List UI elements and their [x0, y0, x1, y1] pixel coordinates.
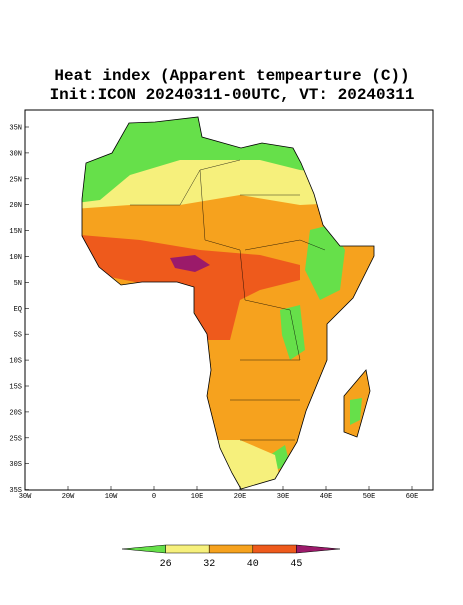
lat-label: 20N	[9, 202, 22, 210]
colorbar-segment	[296, 544, 341, 554]
colorbar-label: 32	[203, 559, 215, 570]
map-frame	[24, 109, 434, 491]
lat-label: 20S	[9, 409, 22, 417]
colorbar-label: 26	[160, 559, 172, 570]
colorbar-segment	[165, 544, 210, 554]
lon-label: 10E	[191, 493, 204, 501]
title-line1: Heat index (Apparent tempearture (C))	[54, 67, 409, 85]
colorbar-label: 45	[290, 559, 302, 570]
lake-region	[280, 305, 305, 360]
lon-label: 10W	[105, 493, 118, 501]
borders	[130, 159, 326, 441]
lat-label: 15S	[9, 384, 22, 392]
colorbar-segment	[208, 544, 254, 554]
lat-label: EQ	[14, 306, 22, 314]
highland-region	[305, 225, 345, 300]
extreme-region	[170, 255, 210, 272]
lon-label: 60E	[406, 493, 419, 501]
colorbar-segment	[252, 544, 297, 554]
lat-label: 35N	[9, 125, 22, 133]
lon-label: 30E	[277, 493, 290, 501]
lat-label: 10N	[9, 254, 22, 262]
lon-label: 20E	[234, 493, 247, 501]
lon-label: 50E	[363, 493, 376, 501]
lat-label: 25S	[9, 435, 22, 443]
colorbar-label: 40	[247, 559, 259, 570]
lon-label: 30W	[19, 493, 32, 501]
title-line2: Init:ICON 20240311-00UTC, VT: 20240311	[50, 86, 415, 104]
lat-label: 25N	[9, 176, 22, 184]
lat-label: 15N	[9, 228, 22, 236]
border-lines	[130, 159, 326, 441]
lat-label: 10S	[9, 358, 22, 366]
lat-label: 5S	[14, 332, 22, 340]
lat-label: 35S	[9, 487, 22, 495]
coastline	[81, 116, 375, 490]
lon-label: 0	[152, 493, 156, 501]
madagascar-highland	[350, 398, 362, 425]
lon-label: 40E	[320, 493, 333, 501]
lat-label: 30S	[9, 461, 22, 469]
lon-label: 20W	[62, 493, 75, 501]
lat-label: 5N	[14, 280, 22, 288]
lat-label: 30N	[9, 150, 22, 158]
